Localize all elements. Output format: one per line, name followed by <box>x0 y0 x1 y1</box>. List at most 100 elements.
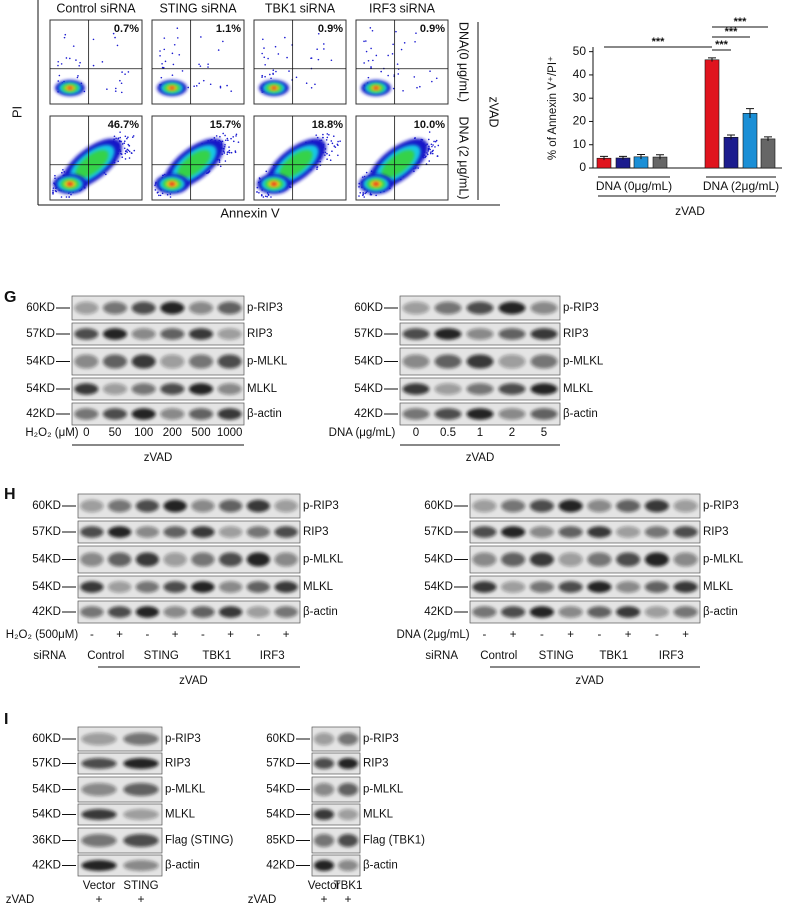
event-dot <box>163 37 166 39</box>
density-plot <box>154 132 240 198</box>
protein-label: RIP3 <box>303 526 329 538</box>
mw-label: 60KD <box>26 302 55 314</box>
event-dot <box>261 76 263 78</box>
blot-band <box>337 834 359 847</box>
lane-label: 1 <box>477 427 483 439</box>
event-dot <box>328 154 331 157</box>
significance-label: *** <box>725 26 739 38</box>
blot-band <box>131 408 156 420</box>
event-dot <box>429 152 432 155</box>
blot-band <box>135 526 160 538</box>
protein-label: p-RIP3 <box>247 302 283 314</box>
mw-label: 54KD <box>424 581 453 593</box>
blot-band <box>466 354 494 369</box>
protein-label: β-actin <box>703 606 738 618</box>
event-dot <box>417 167 419 169</box>
event-dot <box>317 58 320 61</box>
event-dot <box>131 136 134 139</box>
density-ring <box>372 182 380 186</box>
blot-band <box>529 581 554 593</box>
blot-band <box>123 834 159 847</box>
event-dot <box>363 40 365 43</box>
blot-band <box>434 408 462 420</box>
quadrant-percent: 0.9% <box>318 23 343 35</box>
lane-label: 0.5 <box>440 427 456 439</box>
protein-label: Flag (TBK1) <box>363 835 425 847</box>
blot-band <box>274 581 298 593</box>
blot-band <box>107 581 132 593</box>
protein-label: Flag (STING) <box>165 835 234 847</box>
event-dot <box>434 146 436 148</box>
mw-label: 60KD <box>32 500 61 512</box>
event-dot <box>326 136 329 139</box>
event-dot <box>267 57 269 60</box>
blot-band <box>616 552 641 567</box>
blot-band <box>217 328 242 340</box>
blot-band <box>402 328 430 340</box>
blot-band <box>673 552 698 567</box>
blot-band <box>616 526 641 538</box>
event-dot <box>264 195 267 198</box>
blot-band <box>466 301 494 315</box>
event-dot <box>127 71 130 73</box>
blot-band <box>501 581 526 593</box>
mw-label: 54KD <box>26 356 55 368</box>
event-dot <box>166 193 169 196</box>
blot-band <box>131 354 156 369</box>
event-dot <box>114 90 117 92</box>
sign-label: + <box>320 892 327 904</box>
blot-band <box>558 606 583 618</box>
blot-band <box>81 860 117 871</box>
event-dot <box>436 155 439 157</box>
event-dot <box>193 85 195 87</box>
treatment-label: DNA (μg/mL) <box>329 427 396 439</box>
event-dot <box>202 79 205 82</box>
event-dot <box>52 191 54 193</box>
event-dot <box>230 151 233 154</box>
protein-label: p-MLKL <box>703 554 744 566</box>
event-dot <box>429 70 431 72</box>
blot-band <box>160 383 185 395</box>
blot-band <box>80 552 104 567</box>
event-dot <box>224 139 227 142</box>
event-dot <box>387 54 389 57</box>
blot-band <box>434 383 462 395</box>
density-ring <box>270 182 278 186</box>
event-dot <box>413 137 416 140</box>
blot-band <box>402 408 430 420</box>
blot-band <box>313 783 335 796</box>
event-dot <box>430 151 432 154</box>
blot-band <box>337 809 359 820</box>
blot-band <box>102 354 128 369</box>
event-dot <box>370 47 372 50</box>
event-dot <box>264 63 266 66</box>
blot-band <box>191 581 215 593</box>
blot-band <box>472 606 497 618</box>
blot-band <box>80 499 104 513</box>
blot-band <box>529 606 554 618</box>
event-dot <box>331 142 334 145</box>
event-dot <box>58 74 61 77</box>
event-dot <box>83 90 86 93</box>
event-dot <box>369 193 372 196</box>
blot-band <box>135 581 160 593</box>
error-bar <box>708 57 716 62</box>
blot-band <box>274 552 298 567</box>
event-dot <box>127 149 130 152</box>
blot-band <box>123 809 159 820</box>
event-dot <box>387 74 389 77</box>
event-dot <box>362 194 364 197</box>
blot-band <box>80 581 104 593</box>
mw-label: 54KD <box>354 356 383 368</box>
lane-label: 500 <box>191 427 210 439</box>
sign-label: - <box>145 629 149 641</box>
treatment-label: H₂O₂ (μM) <box>25 427 78 439</box>
blot-band <box>402 354 430 369</box>
event-dot <box>270 77 272 80</box>
y-tick-label: 20 <box>573 114 587 128</box>
blot-band <box>529 526 554 538</box>
mw-label: 54KD <box>266 809 295 821</box>
event-dot <box>369 27 372 29</box>
event-dot <box>176 27 179 29</box>
event-dot <box>232 136 235 138</box>
